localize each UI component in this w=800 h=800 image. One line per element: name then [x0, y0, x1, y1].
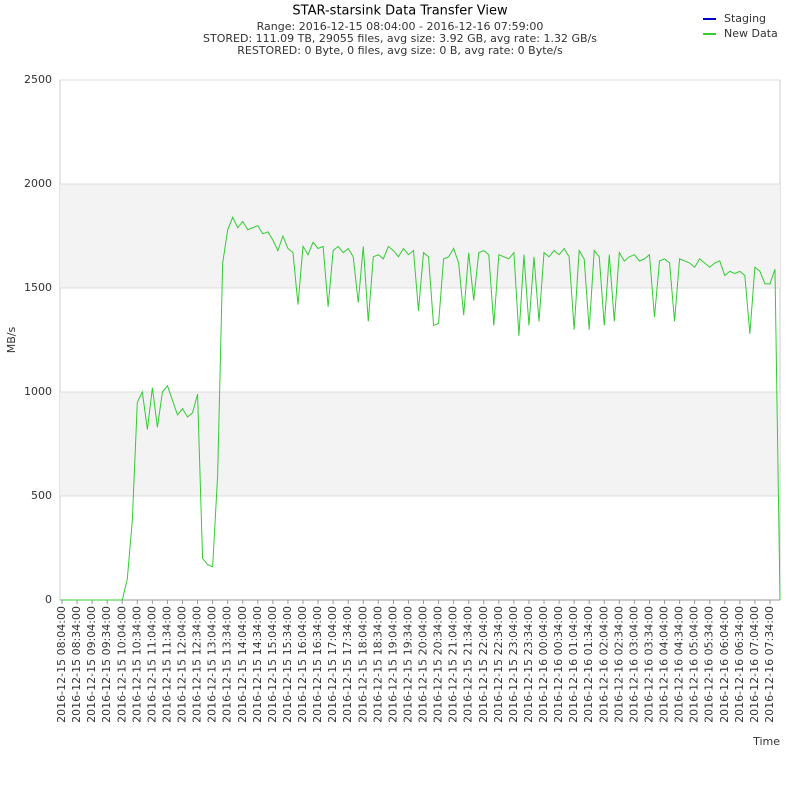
- x-tick-label: 2016-12-15 20:04:00: [417, 606, 430, 723]
- x-tick-label: 2016-12-15 09:34:00: [100, 606, 113, 723]
- x-tick-label: 2016-12-16 07:04:00: [748, 606, 761, 723]
- x-tick-label: 2016-12-15 17:04:00: [326, 606, 339, 723]
- x-tick-label: 2016-12-15 08:04:00: [55, 606, 68, 723]
- x-tick-label: 2016-12-16 06:04:00: [718, 606, 731, 723]
- x-axis-label: Time: [752, 735, 780, 748]
- x-tick-label: 2016-12-16 02:04:00: [597, 606, 610, 723]
- x-tick-label: 2016-12-15 16:04:00: [296, 606, 309, 723]
- grid-band: [60, 184, 780, 288]
- x-tick-label: 2016-12-15 15:04:00: [266, 606, 279, 723]
- x-tick-label: 2016-12-16 03:34:00: [642, 606, 655, 723]
- x-tick-label: 2016-12-15 10:04:00: [115, 606, 128, 723]
- subtitle: RESTORED: 0 Byte, 0 files, avg size: 0 B…: [237, 44, 563, 57]
- x-tick-label: 2016-12-16 00:34:00: [552, 606, 565, 723]
- x-tick-label: 2016-12-16 03:04:00: [627, 606, 640, 723]
- y-tick-label: 0: [45, 593, 52, 606]
- x-tick-label: 2016-12-16 01:34:00: [582, 606, 595, 723]
- subtitle: STORED: 111.09 TB, 29055 files, avg size…: [203, 32, 597, 45]
- y-tick-label: 2000: [24, 177, 52, 190]
- x-tick-label: 2016-12-15 16:34:00: [311, 606, 324, 723]
- y-axis-label: MB/s: [5, 326, 18, 353]
- x-tick-label: 2016-12-15 13:34:00: [221, 606, 234, 723]
- plot-area: [59, 79, 781, 601]
- x-tick-label: 2016-12-15 20:34:00: [432, 606, 445, 723]
- x-tick-label: 2016-12-16 05:04:00: [688, 606, 701, 723]
- x-tick-label: 2016-12-15 14:34:00: [251, 606, 264, 723]
- x-tick-label: 2016-12-15 21:34:00: [462, 606, 475, 723]
- y-tick-label: 1500: [24, 281, 52, 294]
- x-tick-label: 2016-12-15 14:04:00: [236, 606, 249, 723]
- x-tick-label: 2016-12-16 04:04:00: [658, 606, 671, 723]
- grid-band: [60, 392, 780, 496]
- x-tick-label: 2016-12-15 23:04:00: [507, 606, 520, 723]
- x-tick-label: 2016-12-16 06:34:00: [733, 606, 746, 723]
- x-tick-label: 2016-12-15 22:34:00: [492, 606, 505, 723]
- x-tick-label: 2016-12-15 22:04:00: [477, 606, 490, 723]
- x-tick-label: 2016-12-15 10:34:00: [130, 606, 143, 723]
- data-line: [62, 216, 781, 601]
- x-tick-label: 2016-12-15 15:34:00: [281, 606, 294, 723]
- x-tick-label: 2016-12-15 19:34:00: [401, 606, 414, 723]
- y-tick-label: 500: [31, 489, 52, 502]
- x-tick-label: 2016-12-16 02:34:00: [612, 606, 625, 723]
- x-tick-label: 2016-12-16 05:34:00: [703, 606, 716, 723]
- x-tick-label: 2016-12-15 17:34:00: [341, 606, 354, 723]
- x-tick-label: 2016-12-15 18:34:00: [371, 606, 384, 723]
- x-tick-label: 2016-12-15 11:04:00: [145, 606, 158, 723]
- legend-label: New Data: [724, 27, 778, 40]
- x-tick-label: 2016-12-15 18:04:00: [356, 606, 369, 723]
- x-tick-label: 2016-12-15 21:04:00: [447, 606, 460, 723]
- subtitle: Range: 2016-12-15 08:04:00 - 2016-12-16 …: [257, 20, 544, 33]
- x-tick-label: 2016-12-15 08:34:00: [70, 606, 83, 723]
- x-tick-label: 2016-12-15 19:04:00: [386, 606, 399, 723]
- x-tick-label: 2016-12-16 01:04:00: [567, 606, 580, 723]
- x-tick-label: 2016-12-16 07:34:00: [763, 606, 776, 723]
- chart-title: STAR-starsink Data Transfer View: [292, 4, 508, 19]
- x-tick-label: 2016-12-16 04:34:00: [673, 606, 686, 723]
- x-tick-label: 2016-12-15 13:04:00: [206, 606, 219, 723]
- y-tick-label: 2500: [24, 73, 52, 86]
- y-tick-label: 1000: [24, 385, 52, 398]
- x-tick-label: 2016-12-15 23:34:00: [522, 606, 535, 723]
- x-tick-label: 2016-12-15 11:34:00: [160, 606, 173, 723]
- x-tick-label: 2016-12-16 00:04:00: [537, 606, 550, 723]
- x-tick-label: 2016-12-15 09:04:00: [85, 606, 98, 723]
- x-tick-label: 2016-12-15 12:04:00: [176, 606, 189, 723]
- x-tick-label: 2016-12-15 12:34:00: [191, 606, 204, 723]
- legend-label: Staging: [724, 12, 766, 25]
